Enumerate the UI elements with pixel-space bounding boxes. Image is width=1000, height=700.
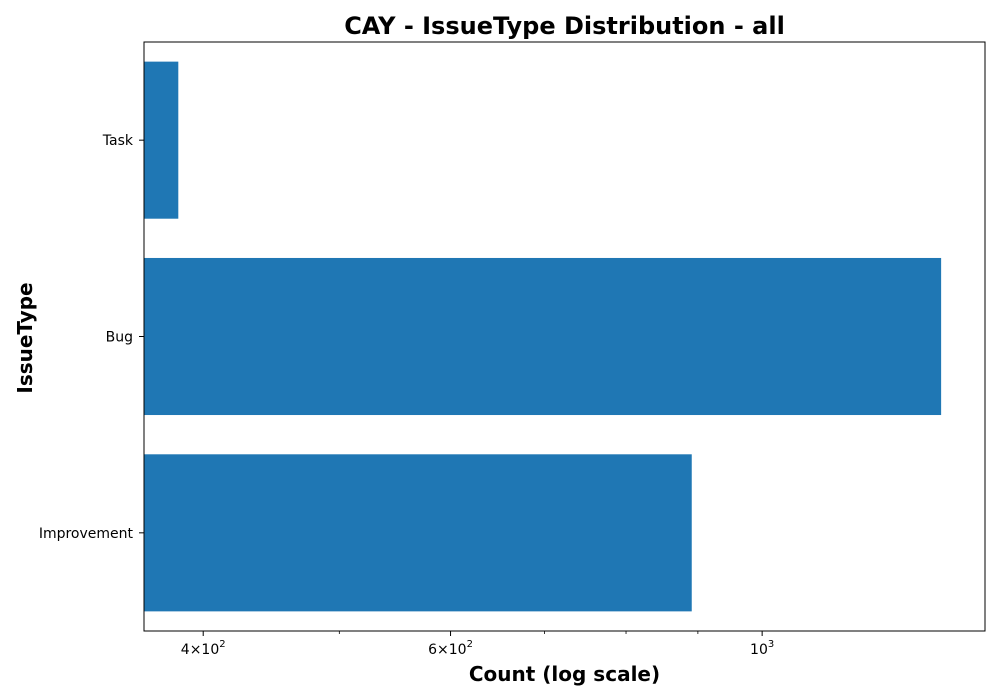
x-axis-label: Count (log scale) xyxy=(469,662,660,686)
bar-improvement xyxy=(144,454,692,612)
bar-task xyxy=(144,61,179,219)
y-tick-label: Bug xyxy=(106,330,133,346)
x-axis-ticks: 4×102 6×102 103 xyxy=(181,631,774,658)
x-tick-label: 103 xyxy=(750,639,774,658)
y-axis-ticks: Improvement Bug Task xyxy=(39,133,144,542)
y-tick-label: Improvement xyxy=(39,526,134,542)
chart-title: CAY - IssueType Distribution - all xyxy=(344,12,785,40)
y-axis-label: IssueType xyxy=(13,282,37,393)
bars-group xyxy=(144,61,942,612)
x-tick-label: 6×102 xyxy=(428,639,473,658)
y-tick-label: Task xyxy=(102,133,134,149)
bar-bug xyxy=(144,257,942,416)
x-tick-label: 4×102 xyxy=(181,639,226,658)
